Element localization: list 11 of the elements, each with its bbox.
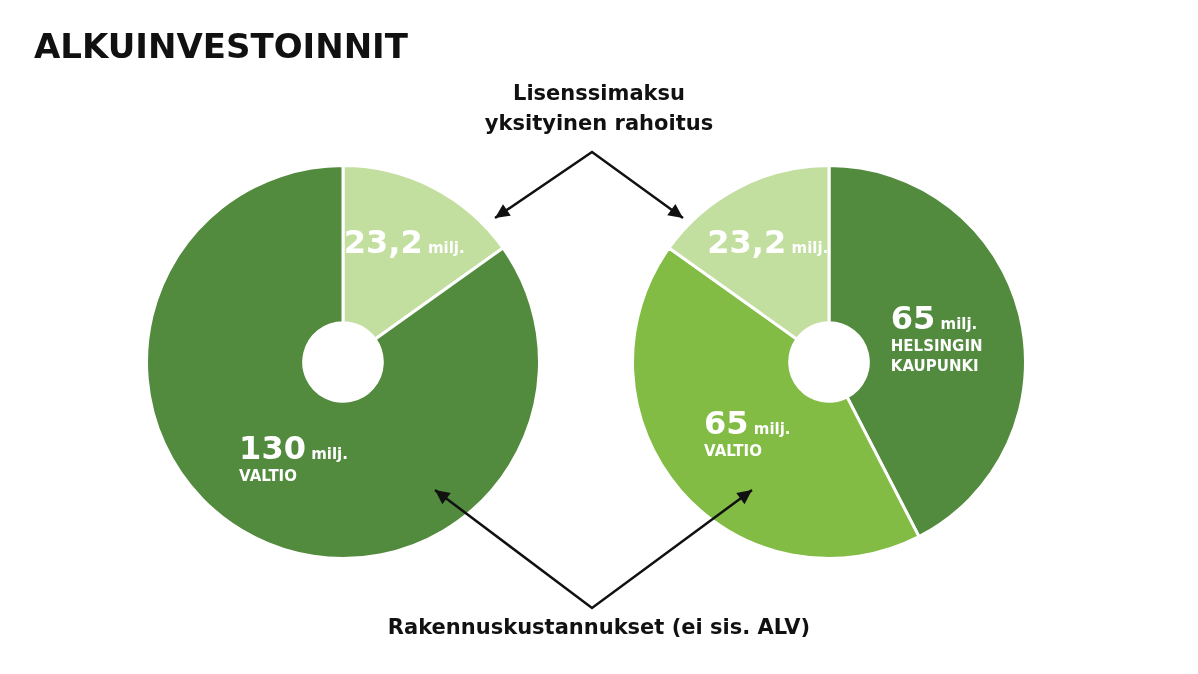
data-label: 23,2 milj. [343,223,465,262]
text: Lisenssimaksu yksityinen rahoitus [483,80,715,138]
data-label: 65 milj. [704,403,791,442]
chart-title: ALKUINVESTOINNIT [34,26,408,66]
slice-label: HELSINGIN KAUPUNKI [890,336,983,375]
data-label: 65 milj. [890,298,978,337]
text: Rakennuskustannukset (ei sis. ALV) [386,614,812,641]
slice-label: VALTIO [239,467,297,486]
data-label: 130 milj. [239,429,348,468]
slice-label: VALTIO [704,441,762,460]
data-label: 23,2 milj. [707,223,829,262]
